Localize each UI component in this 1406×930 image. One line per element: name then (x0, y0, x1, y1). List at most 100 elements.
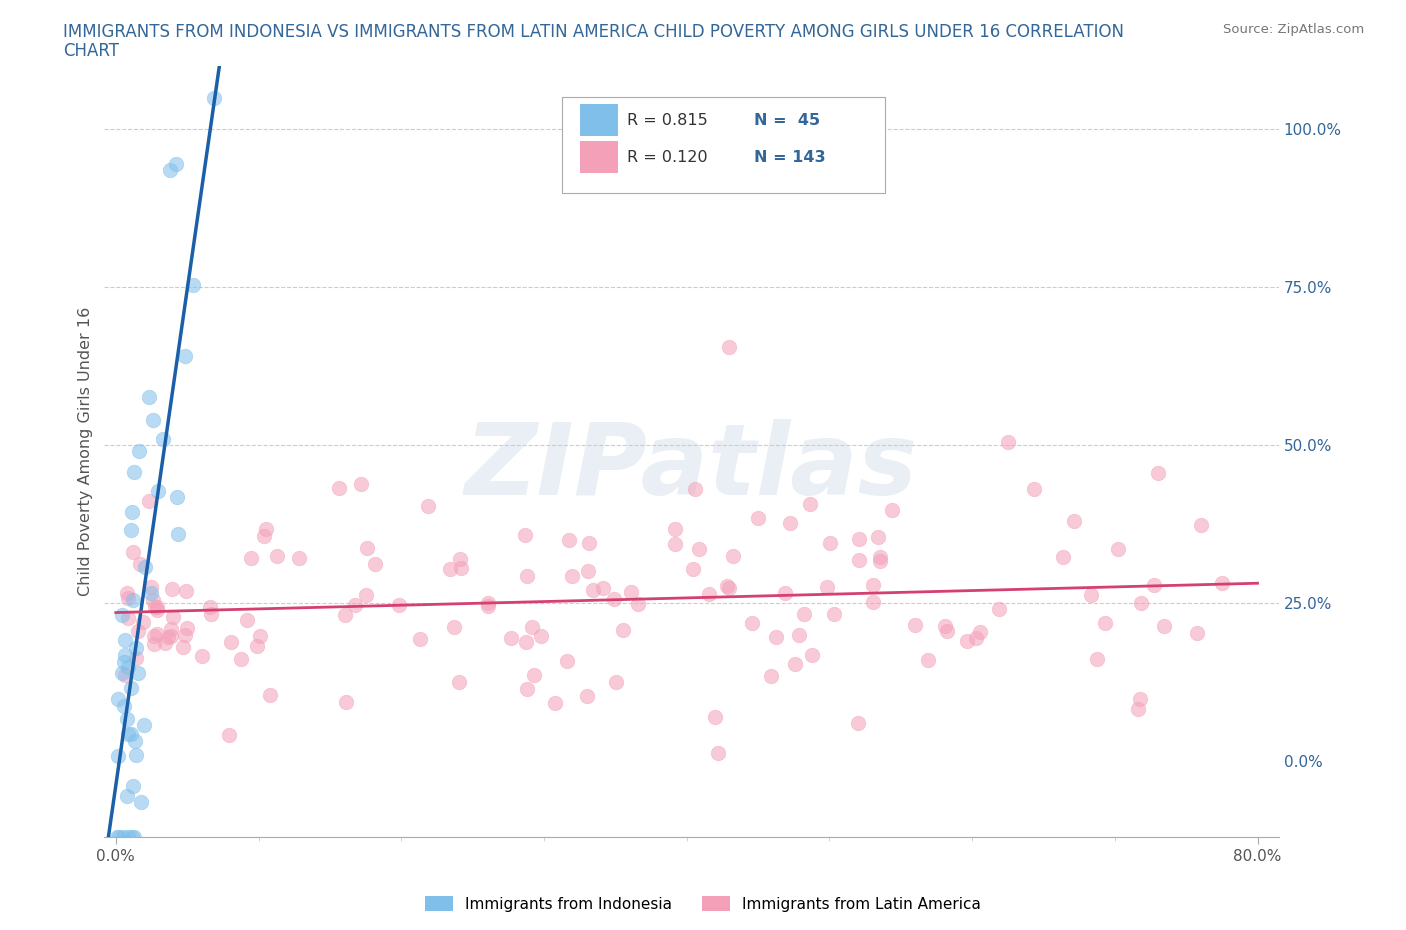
Point (117, 727, 139, 742)
Point (747, 511, 769, 525)
Point (969, 625, 991, 640)
Point (515, 635, 537, 650)
Point (143, 600, 166, 615)
Point (117, 830, 139, 844)
Point (128, 557, 150, 572)
Point (1094, 615, 1116, 630)
Point (664, 537, 686, 551)
Point (105, 830, 128, 844)
Point (198, 600, 221, 615)
Point (115, 711, 138, 726)
Point (138, 390, 160, 405)
Point (516, 681, 538, 696)
Point (174, 584, 197, 599)
Point (718, 339, 741, 354)
Point (704, 710, 727, 724)
Point (218, 727, 240, 742)
Point (127, 624, 149, 639)
Point (115, 585, 138, 600)
Point (603, 591, 626, 606)
Point (259, 687, 281, 702)
Point (239, 551, 262, 565)
Point (134, 560, 156, 575)
Point (815, 579, 838, 594)
Point (779, 515, 801, 530)
Text: N =  45: N = 45 (754, 113, 820, 127)
Y-axis label: Child Poverty Among Girls Under 16: Child Poverty Among Girls Under 16 (79, 307, 93, 596)
Point (561, 569, 583, 584)
Point (138, 493, 160, 508)
Point (134, 718, 156, 733)
Point (127, 665, 149, 680)
Point (592, 580, 614, 595)
Point (107, 749, 129, 764)
Point (160, 581, 183, 596)
Point (335, 695, 357, 710)
Point (1147, 465, 1170, 480)
Point (605, 675, 627, 690)
Point (447, 674, 470, 689)
Point (114, 633, 136, 648)
Point (124, 747, 146, 762)
FancyBboxPatch shape (581, 104, 617, 137)
Point (997, 434, 1019, 449)
Point (1143, 578, 1166, 592)
Point (111, 607, 134, 622)
Point (862, 578, 884, 592)
Point (229, 652, 252, 667)
Point (172, 640, 194, 655)
Point (333, 607, 356, 622)
Point (818, 536, 841, 551)
Point (761, 669, 783, 684)
Point (146, 627, 169, 642)
Point (917, 653, 939, 668)
Text: Source: ZipAtlas.com: Source: ZipAtlas.com (1223, 23, 1364, 36)
Point (153, 635, 176, 650)
Point (449, 551, 471, 566)
Point (173, 627, 195, 642)
Point (848, 552, 870, 567)
Point (869, 553, 891, 568)
Point (765, 630, 787, 644)
Point (181, 278, 204, 293)
Point (965, 630, 987, 644)
Point (801, 647, 824, 662)
Point (142, 413, 165, 428)
Point (200, 606, 222, 621)
Point (516, 569, 538, 584)
Point (115, 789, 138, 804)
Point (235, 613, 257, 628)
Point (166, 526, 188, 541)
Point (555, 654, 578, 669)
Point (114, 647, 136, 662)
Legend: Immigrants from Indonesia, Immigrants from Latin America: Immigrants from Indonesia, Immigrants fr… (419, 889, 987, 918)
Point (254, 521, 277, 536)
Point (1211, 576, 1233, 591)
Point (501, 631, 523, 645)
Point (165, 156, 187, 171)
Point (354, 587, 377, 602)
Point (1189, 517, 1212, 532)
Point (112, 654, 135, 669)
Point (121, 505, 143, 520)
Point (721, 548, 744, 563)
Point (145, 603, 167, 618)
Point (477, 596, 499, 611)
Point (1080, 588, 1102, 603)
Point (576, 689, 599, 704)
Text: R = 0.815: R = 0.815 (627, 113, 707, 127)
Point (132, 615, 155, 630)
Point (956, 633, 979, 648)
Point (160, 621, 183, 636)
Point (249, 628, 271, 643)
Point (176, 620, 198, 635)
Point (117, 611, 139, 626)
Point (717, 580, 740, 595)
Point (142, 637, 165, 652)
Point (120, 726, 142, 741)
Point (785, 657, 807, 671)
Point (350, 476, 373, 491)
Point (120, 523, 142, 538)
Point (122, 779, 145, 794)
Point (627, 596, 650, 611)
